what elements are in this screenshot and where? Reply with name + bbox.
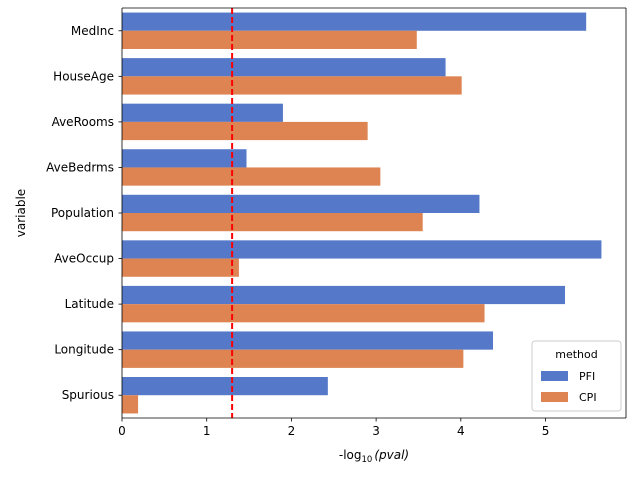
bars-group [122, 12, 602, 414]
legend-swatch-pfi [541, 371, 568, 381]
bar-pfi-houseage [122, 58, 446, 77]
legend-title: method [555, 348, 597, 361]
legend-label-pfi: PFI [579, 370, 595, 383]
bar-pfi-longitude [122, 331, 494, 350]
y-tick-label-latitude: Latitude [65, 297, 114, 311]
legend-label-cpi: CPI [579, 391, 597, 404]
x-axis-label: -log10 (pval) [339, 448, 409, 465]
y-tick-label-avebedrms: AveBedrms [46, 160, 114, 174]
bar-cpi-population [122, 213, 423, 232]
x-tick-label-4: 4 [457, 424, 465, 438]
x-tick-label-1: 1 [203, 424, 211, 438]
y-tick-label-longitude: Longitude [54, 343, 114, 357]
x-tick-label-3: 3 [372, 424, 380, 438]
bar-pfi-population [122, 194, 480, 213]
bar-pfi-avebedrms [122, 149, 247, 168]
x-tick-label-2: 2 [288, 424, 296, 438]
x-axis-label-prefix: -log [339, 448, 362, 462]
bar-cpi-medinc [122, 30, 417, 49]
y-axis-label: variable [14, 189, 28, 237]
x-axis-label-suffix: (pval) [374, 448, 409, 462]
bar-cpi-spurious [122, 395, 139, 414]
bar-pfi-spurious [122, 377, 328, 396]
bar-cpi-latitude [122, 304, 485, 323]
bar-cpi-averooms [122, 121, 368, 141]
bar-pfi-medinc [122, 12, 587, 31]
x-tick-label-5: 5 [542, 424, 550, 438]
y-tick-label-spurious: Spurious [62, 388, 114, 402]
x-ticks: 0 1 2 3 4 5 [118, 418, 549, 438]
y-tick-label-averooms: AveRooms [52, 115, 114, 129]
y-ticks: MedInc HouseAge AveRooms AveBedrms Populatio… [46, 24, 122, 402]
bar-cpi-avebedrms [122, 167, 381, 186]
y-tick-label-aveoccup: AveOccup [54, 252, 114, 266]
bar-pfi-aveoccup [122, 240, 602, 259]
bar-pfi-averooms [122, 103, 283, 122]
y-tick-label-medinc: MedInc [71, 24, 114, 38]
bar-cpi-houseage [122, 76, 462, 95]
y-tick-label-population: Population [51, 206, 114, 220]
legend-swatch-cpi [541, 392, 568, 402]
bar-cpi-longitude [122, 349, 464, 368]
x-axis-label-subscript: 10 [362, 455, 373, 465]
legend: method PFI CPI [531, 340, 622, 412]
x-tick-label-0: 0 [118, 424, 126, 438]
bar-cpi-aveoccup [122, 258, 239, 277]
y-tick-label-houseage: HouseAge [53, 69, 114, 83]
bar-pfi-latitude [122, 285, 566, 305]
legend-items: PFI CPI [541, 370, 597, 404]
